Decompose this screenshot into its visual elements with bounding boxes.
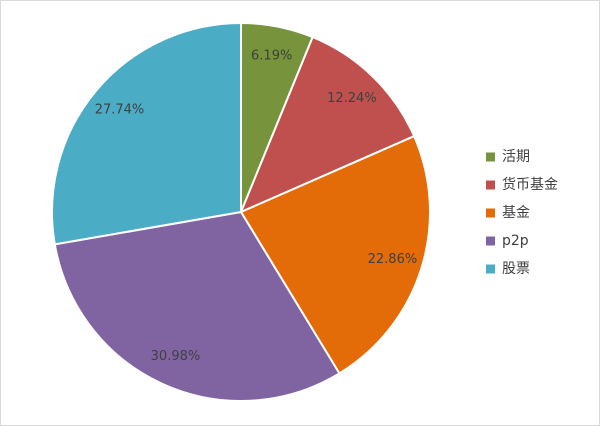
pie-slice (53, 210, 341, 402)
data-label: 6.19% (251, 49, 292, 64)
legend-swatch (486, 264, 495, 274)
legend-label: 活期 (502, 149, 530, 165)
data-label: 22.86% (368, 252, 418, 267)
data-label: 12.24% (327, 91, 377, 106)
data-label: 27.74% (95, 102, 145, 117)
legend-label: 股票 (502, 261, 530, 277)
legend-swatch (486, 236, 495, 246)
legend-label: 货币基金 (502, 176, 558, 193)
pie-slice (239, 134, 431, 375)
legend-swatch (486, 152, 495, 162)
data-label: 30.98% (151, 349, 201, 364)
legend-swatch (486, 180, 495, 190)
legend-label: 基金 (502, 204, 530, 221)
pie-slice (51, 21, 242, 246)
legend-label: p2p (502, 233, 529, 249)
pie-slice (239, 35, 416, 214)
legend-swatch (486, 208, 495, 218)
